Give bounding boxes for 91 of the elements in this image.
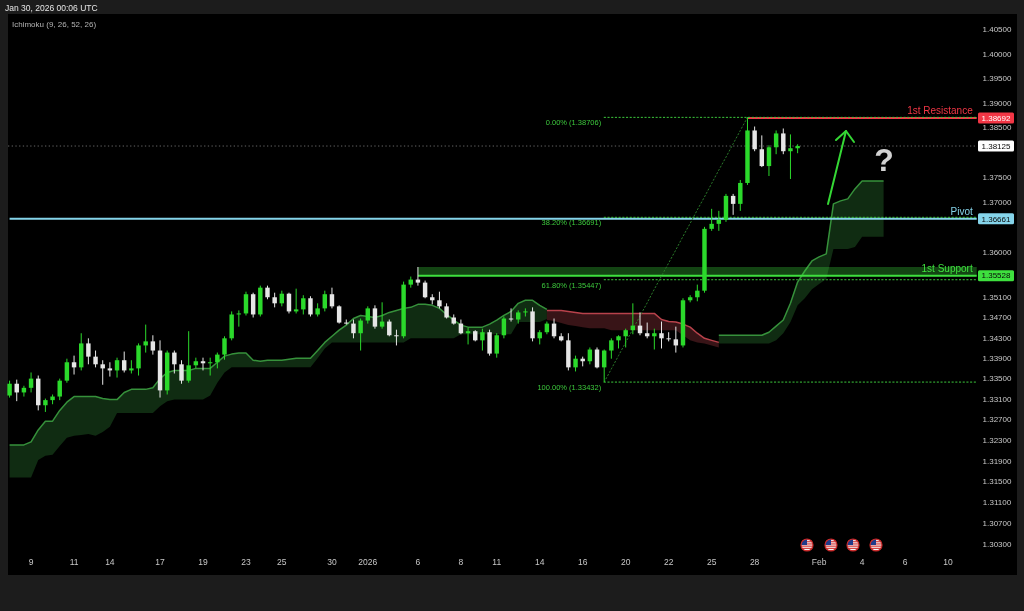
x-tick-label: Feb [811,556,827,567]
y-tick-label: 1.31100 [982,498,1012,508]
y-tick-label: 1.36000 [982,247,1013,257]
candlestick [64,358,70,384]
data-label: 1.38692 [981,113,1012,123]
candlestick [308,295,313,317]
candlestick [759,134,765,168]
x-tick-label: 6 [415,556,421,567]
candlestick [143,324,148,354]
line-series [603,116,748,383]
candlestick [79,332,84,371]
series-label: 1st Resistance [907,105,974,117]
candlestick [57,378,62,401]
candlestick [100,359,105,386]
x-tick-label: 14 [534,556,545,567]
candlestick [487,329,492,357]
candlestick [86,337,91,365]
y-tick-label: 1.33900 [982,353,1013,363]
x-tick-label: 14 [105,556,115,567]
y-tick-label: 1.33500 [982,374,1013,384]
data-label: 1.35528 [981,271,1012,281]
x-tick-label: 11 [492,556,502,567]
y-tick-label: 1.37500 [982,172,1013,182]
candlestick [229,310,234,341]
y-tick-label: 1.32300 [982,436,1013,446]
y-tick-label: 1.31900 [982,456,1013,466]
candlestick [150,334,156,356]
candlestick [766,144,772,177]
y-tick-label: 1.40500 [982,25,1013,35]
y-tick-label: 1.30700 [982,519,1013,529]
x-tick-label: 19 [198,556,208,567]
series-label: Pivot [950,205,973,217]
x-tick-label: 25 [277,556,287,567]
ref-line-label: 1.38125 [981,141,1012,151]
candlestick [788,133,793,180]
x-tick-label: 30 [327,556,337,567]
candlestick [222,335,227,361]
y-tick-label: 1.39000 [982,98,1013,108]
candlestick [652,328,657,351]
candlestick [372,304,378,330]
x-tick-label: 8 [458,556,464,567]
y-tick-label: 1.39500 [982,74,1013,84]
candlestick [301,294,306,315]
candlestick [738,179,743,212]
candlestick [709,208,714,232]
candlestick [480,328,485,352]
candlestick [336,304,342,325]
y-tick-label: 1.33100 [982,394,1013,404]
candlestick [186,330,191,384]
text: Ichimoku (9, 26, 52, 26) [12,19,97,29]
candlestick [773,129,779,155]
x-tick-label: 6 [902,556,908,567]
candlestick [358,318,363,352]
candlestick [179,359,184,385]
candlestick [136,342,141,377]
x-tick-label: 22 [663,556,674,567]
series-label: 1st Support [921,262,973,274]
x-tick-label: 2026 [358,556,378,567]
y-tick-label: 1.37000 [982,197,1013,207]
x-tick-label: 17 [155,556,166,567]
y-tick-label: 1.30300 [982,540,1013,550]
candlestick [659,321,664,349]
y-tick-label: 1.34700 [982,313,1013,323]
data-label: 1.36661 [981,214,1012,224]
x-tick-label: 23 [241,556,251,567]
candlestick [781,128,786,155]
y-tick-label: 1.35100 [982,293,1013,303]
candlestick [172,350,177,374]
x-tick-label: 16 [577,556,588,567]
x-tick-label: 11 [69,556,79,567]
candlestick [752,126,757,152]
x-tick-label: 25 [706,556,717,567]
y-tick-label: 1.32700 [982,415,1013,425]
text: Jan 30, 2026 00:06 UTC [5,2,98,13]
candlestick [609,337,614,360]
y-tick-label: 1.34300 [982,333,1013,343]
y-tick-label: 1.38500 [982,123,1013,133]
y-tick-label: 1.40000 [982,49,1013,59]
candlestick [494,332,499,359]
x-tick-label: 9 [28,556,34,567]
candlestick [723,193,729,223]
x-tick-label: 4 [859,556,865,567]
y-tick-label: 1.31500 [982,477,1013,487]
x-tick-label: 20 [620,556,631,567]
x-tick-label: 28 [749,556,760,567]
candlestick [730,193,736,216]
annotation: ? [874,142,894,179]
x-tick-label: 10 [943,556,954,567]
candlestick [623,328,628,348]
candlestick [415,266,421,287]
candlestick [351,319,356,339]
